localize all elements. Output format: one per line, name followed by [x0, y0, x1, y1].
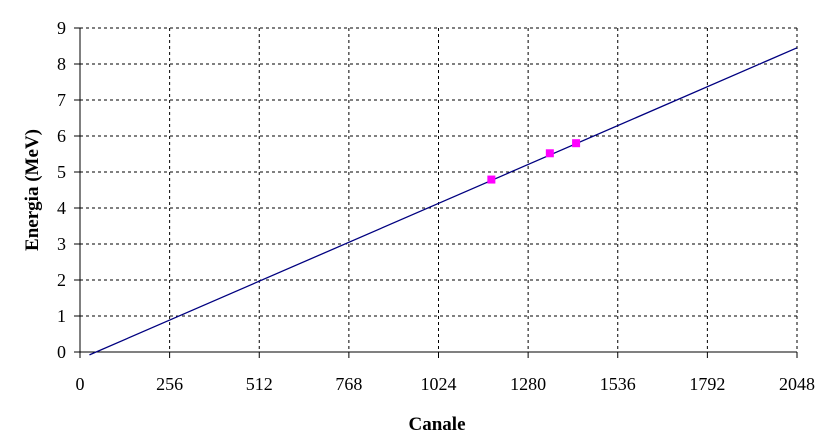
x-tick-label: 512 [246, 374, 273, 394]
y-tick-label: 2 [57, 270, 66, 290]
data-point [545, 149, 554, 158]
x-tick-label: 1280 [510, 374, 546, 394]
y-tick-label: 1 [57, 306, 66, 326]
axes-layer [74, 27, 798, 358]
x-tick-label: 1536 [600, 374, 636, 394]
y-tick-label: 6 [57, 126, 66, 146]
x-tick-label: 256 [156, 374, 183, 394]
fit-line [89, 47, 797, 356]
x-tick-label: 768 [335, 374, 362, 394]
grid-layer [80, 27, 798, 352]
series-layer [89, 47, 797, 356]
data-point [487, 175, 496, 184]
labels-layer: 0 1 2 3 4 5 6 7 8 9 0 256 512 768 1024 1280 1536 1792 2048 [57, 18, 815, 394]
x-tick-label: 2048 [779, 374, 815, 394]
x-tick-label: 0 [76, 374, 85, 394]
y-tick-label: 3 [57, 234, 66, 254]
data-point [572, 139, 581, 148]
y-tick-label: 9 [57, 18, 66, 38]
y-tick-label: 7 [57, 90, 66, 110]
y-tick-label: 4 [57, 198, 66, 218]
x-tick-label: 1792 [689, 374, 725, 394]
x-axis-title: Canale [409, 414, 466, 435]
y-axis-title: Energia (MeV) [22, 129, 43, 251]
y-tick-label: 5 [57, 162, 66, 182]
y-tick-label: 0 [57, 342, 66, 362]
y-tick-label: 8 [57, 54, 66, 74]
x-tick-label: 1024 [421, 374, 457, 394]
